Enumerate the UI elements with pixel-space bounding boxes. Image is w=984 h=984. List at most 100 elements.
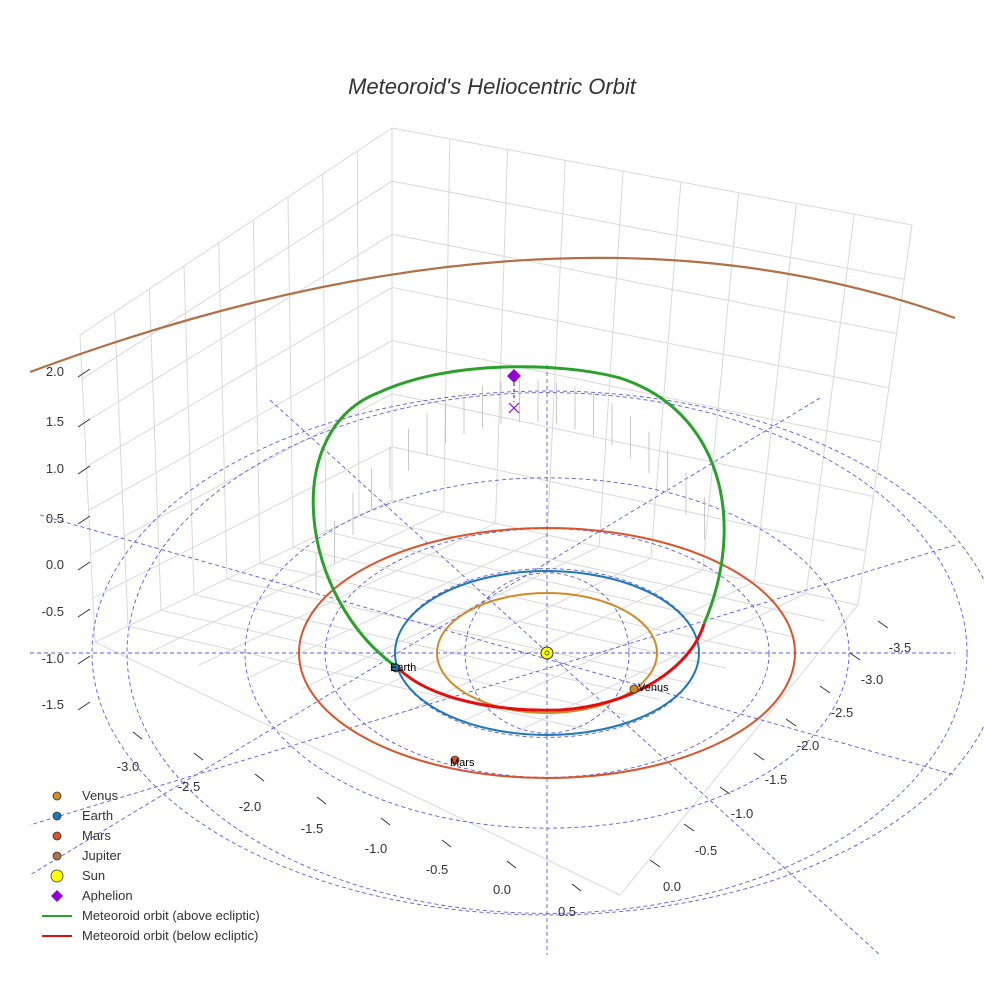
pane-gridline [88, 340, 393, 511]
axes-panes [79, 127, 913, 896]
venus-marker [629, 684, 639, 694]
legend-swatch [51, 890, 63, 902]
pane-gridline [148, 288, 162, 611]
z-tick-mark [77, 368, 91, 378]
y-tick-mark [877, 620, 889, 629]
mars-marker [450, 755, 460, 765]
z-tick-mark [77, 418, 91, 428]
legend-item: Meteoroid orbit (below ecliptic) [40, 926, 340, 946]
pane-gridline [391, 340, 882, 443]
aphelion-projection [508, 402, 520, 414]
earth-marker [391, 663, 401, 673]
legend-swatch [42, 915, 72, 917]
legend-dot [52, 831, 62, 841]
aphelion-marker [507, 369, 521, 383]
pane-gridline [598, 171, 624, 547]
y-tick-label: -3.5 [889, 640, 911, 655]
meteoroid-orbit-below [396, 623, 706, 712]
pane-gridline [702, 192, 740, 571]
legend-label: Meteoroid orbit (above ecliptic) [82, 908, 260, 923]
earth-orbit [394, 570, 700, 736]
pane-gridline [301, 546, 600, 690]
z-tick-label: 0.5 [46, 511, 64, 526]
legend-swatch [52, 831, 62, 841]
earth-label: Earth [390, 662, 416, 674]
legend-item: Sun [40, 866, 340, 886]
pane-gridline [259, 562, 727, 669]
legend-label: Earth [82, 808, 114, 823]
y-tick-mark [753, 752, 765, 761]
x-tick-label: -1.5 [301, 821, 323, 836]
pane-gridline [650, 181, 682, 559]
x-tick-label: -2.5 [178, 779, 200, 794]
legend-swatch [52, 791, 62, 801]
pane-gridline [391, 286, 889, 389]
x-tick-mark [254, 773, 265, 782]
pane-gridline [356, 150, 360, 516]
legend-dot [52, 851, 62, 861]
pane-gridline [84, 233, 393, 424]
pane-edge [391, 499, 859, 606]
legend-label: Jupiter [82, 848, 122, 863]
pane-edge [94, 641, 621, 896]
pane-gridline [250, 534, 548, 678]
z-tick-mark [77, 608, 91, 618]
pane-gridline [509, 592, 807, 736]
legend-swatch [52, 811, 62, 821]
x-tick-label: 0.0 [493, 882, 511, 897]
pane-gridline [391, 446, 866, 552]
pane-edge [391, 127, 913, 226]
z-tick-label: 0.0 [46, 557, 64, 572]
z-tick-label: -1.5 [42, 697, 64, 712]
x-tick-label: 0.5 [558, 904, 576, 919]
z-tick-mark [77, 701, 91, 711]
z-tick-mark [77, 655, 91, 665]
ecliptic-axis [269, 399, 881, 956]
mars-label: Mars [450, 757, 475, 769]
x-tick-mark [571, 883, 582, 892]
pane-gridline [146, 511, 444, 655]
jupiter-orbit [29, 256, 956, 374]
y-tick-label: -1.5 [765, 772, 787, 787]
pane-gridline [805, 214, 855, 594]
z-tick-mark [77, 515, 91, 525]
x-tick-label: -2.0 [239, 799, 261, 814]
legend-label: Aphelion [82, 888, 133, 903]
y-tick-label: -3.0 [861, 672, 883, 687]
pane-edge [79, 127, 393, 336]
legend-dot [52, 811, 62, 821]
pane-gridline [391, 393, 874, 497]
pane-gridline [391, 233, 897, 335]
legend-label: Sun [82, 868, 106, 883]
pane-edge [857, 224, 913, 606]
pane-gridline [226, 578, 694, 685]
legend-swatch [52, 851, 62, 861]
x-tick-mark [132, 731, 143, 740]
legend-label: Venus [82, 788, 119, 803]
sun-core [544, 650, 550, 656]
venus-label: Venus [638, 682, 669, 694]
pane-gridline [183, 265, 195, 595]
z-tick-label: -0.5 [42, 604, 64, 619]
y-tick-mark [819, 685, 831, 694]
legend-dot [52, 791, 62, 801]
legend-label: Mars [82, 828, 111, 843]
pane-gridline [358, 515, 826, 622]
legend-item: Aphelion [40, 886, 340, 906]
y-tick-mark [785, 718, 797, 727]
legend-item: Earth [40, 806, 340, 826]
pane-edge [619, 604, 859, 896]
tick-labels: 2.0 1.5 1.0 0.5 0.0 -0.5 -1.0 -1.5 -3.0 -2.5 -2.0 -… [42, 364, 912, 919]
y-tick-mark [719, 786, 731, 795]
sun-marker [540, 646, 554, 660]
z-tick-label: 1.0 [46, 461, 64, 476]
pane-gridline [353, 557, 652, 701]
venus-orbit [436, 592, 658, 714]
mars-orbit [298, 527, 796, 779]
pane-gridline [92, 446, 393, 599]
pane-gridline [325, 531, 793, 638]
z-tick-mark [77, 561, 91, 571]
orbits [29, 256, 956, 779]
pane-edge [79, 334, 96, 643]
